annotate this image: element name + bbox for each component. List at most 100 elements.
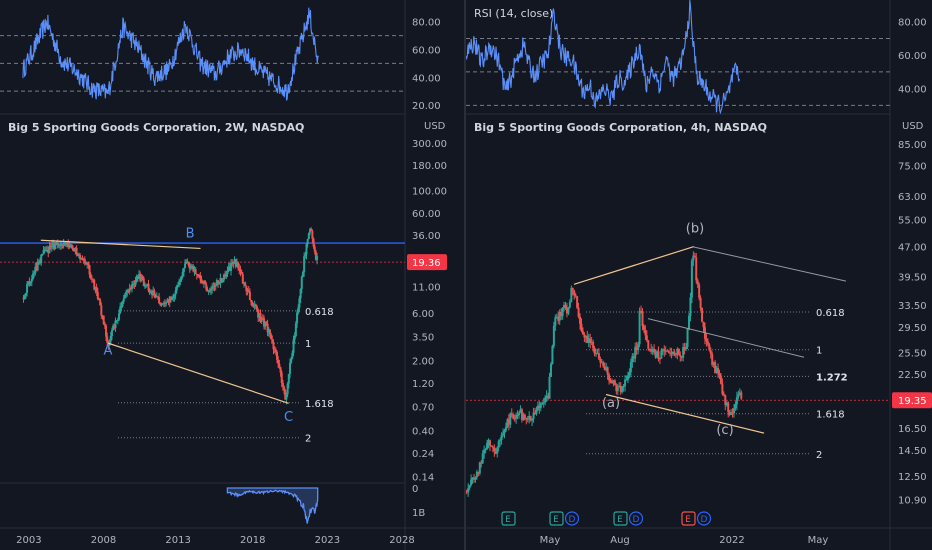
candle-body xyxy=(126,290,129,293)
candle-body xyxy=(24,292,27,296)
price-axis-tick: 36.00 xyxy=(412,231,441,242)
candle-body xyxy=(690,260,693,298)
candle-body xyxy=(515,414,518,419)
candle-body xyxy=(263,318,266,327)
candle-body xyxy=(510,413,513,415)
candle-body xyxy=(737,394,740,398)
candle-body xyxy=(583,334,586,338)
candle-body xyxy=(153,290,156,296)
candle-body xyxy=(189,266,192,269)
candle-body xyxy=(241,274,244,284)
fib-level-label: 1.618 xyxy=(816,410,845,421)
candle-body xyxy=(512,414,515,419)
right-chart-panel[interactable]: RSI (14, close) Big 5 Sporting Goods Cor… xyxy=(466,0,932,550)
candle-body xyxy=(54,243,57,250)
fib-level-label: 0.618 xyxy=(816,308,845,319)
time-axis-tick: May xyxy=(808,535,829,546)
candle-body xyxy=(577,307,580,317)
candle-body xyxy=(570,287,573,302)
panel-divider[interactable] xyxy=(464,0,466,550)
price-axis-tick: 1.20 xyxy=(412,379,434,390)
candle-body xyxy=(722,393,725,396)
candle-body xyxy=(312,238,315,247)
candle-body xyxy=(270,334,273,340)
left-chart-canvas[interactable]: Big 5 Sporting Goods Corporation, 2W, NA… xyxy=(0,0,464,550)
right-chart-canvas[interactable]: RSI (14, close) Big 5 Sporting Goods Cor… xyxy=(466,0,932,550)
candle-body xyxy=(468,485,471,489)
candle-body xyxy=(296,312,299,324)
candle-body xyxy=(731,412,734,414)
candle-body xyxy=(135,276,138,281)
dividend-marker-letter: D xyxy=(569,515,576,525)
candle-body xyxy=(130,284,133,290)
candle-body xyxy=(740,392,743,399)
candle-body xyxy=(36,262,39,271)
candle-body xyxy=(311,230,314,239)
candle-body xyxy=(656,351,659,358)
price-axis-tick: 100.00 xyxy=(412,187,447,198)
candle-body xyxy=(474,477,477,480)
candle-body xyxy=(563,304,566,308)
candle-body xyxy=(133,284,136,286)
candle-body xyxy=(127,290,130,292)
candle-body xyxy=(609,380,612,383)
candle-body xyxy=(251,301,254,307)
time-axis-tick: 2003 xyxy=(16,535,41,546)
trendline xyxy=(573,246,695,285)
candle-body xyxy=(653,348,656,353)
candle-body xyxy=(113,325,116,328)
candle-body xyxy=(491,446,494,448)
candle-body xyxy=(120,306,123,308)
candle-body xyxy=(576,296,579,308)
candle-body xyxy=(218,283,221,285)
candle-body xyxy=(724,395,727,405)
left-chart-panel[interactable]: Big 5 Sporting Goods Corporation, 2W, NA… xyxy=(0,0,464,550)
candle-body xyxy=(171,297,174,301)
candle-body xyxy=(201,282,204,284)
candle-body xyxy=(119,306,122,314)
candle-body xyxy=(717,367,720,374)
candle-body xyxy=(567,307,570,314)
candle-body xyxy=(145,284,148,286)
price-axis-tick: 85.00 xyxy=(898,140,927,151)
candle-body xyxy=(121,301,124,307)
rsi-line xyxy=(466,0,741,115)
wave-label: (c) xyxy=(716,423,733,438)
candle-body xyxy=(246,290,249,292)
candle-body xyxy=(267,329,270,333)
volume-area xyxy=(226,487,319,524)
candle-body xyxy=(506,419,509,427)
candle-body xyxy=(64,242,67,245)
candle-body xyxy=(730,412,733,415)
fib-level-label: 2 xyxy=(305,434,311,445)
wave-label: B xyxy=(186,227,195,242)
last-price-value: 19.36 xyxy=(412,258,441,269)
candle-body xyxy=(232,261,235,265)
time-axis-tick: 2022 xyxy=(719,535,744,546)
candle-body xyxy=(238,267,241,270)
candle-body xyxy=(641,311,644,327)
candle-body xyxy=(37,261,40,263)
candle-body xyxy=(478,462,481,474)
candle-body xyxy=(561,307,564,317)
candle-body xyxy=(116,319,119,321)
candle-body xyxy=(92,279,95,281)
candle-body xyxy=(176,285,179,287)
candle-body xyxy=(635,346,638,350)
candle-body xyxy=(499,440,502,442)
candle-body xyxy=(76,254,79,257)
candle-body xyxy=(191,266,194,268)
candle-body xyxy=(680,356,683,358)
candle-body xyxy=(301,272,304,277)
candle-body xyxy=(132,284,135,286)
projection-line xyxy=(691,246,847,282)
candle-body xyxy=(568,301,571,308)
candle-body xyxy=(544,397,547,403)
candle-body xyxy=(247,290,250,292)
price-axis-tick: 10.90 xyxy=(898,496,927,507)
candle-body xyxy=(475,471,478,478)
candle-body xyxy=(51,243,54,246)
candle-body xyxy=(284,390,287,400)
candle-body xyxy=(69,244,72,246)
